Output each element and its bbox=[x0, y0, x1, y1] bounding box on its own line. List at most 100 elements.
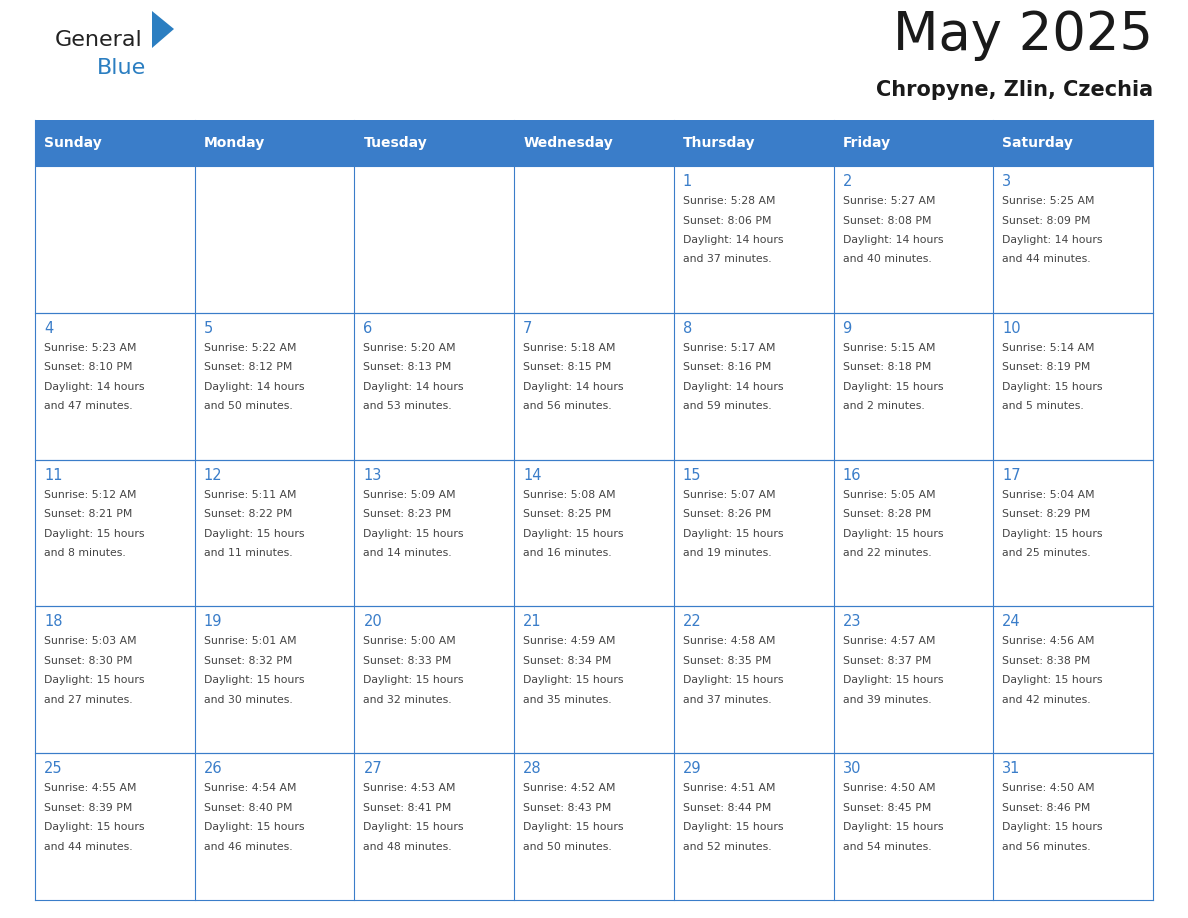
Text: and 54 minutes.: and 54 minutes. bbox=[842, 842, 931, 852]
Text: Sunset: 8:18 PM: Sunset: 8:18 PM bbox=[842, 363, 931, 373]
Bar bbox=[354, 166, 514, 313]
Text: and 44 minutes.: and 44 minutes. bbox=[1003, 254, 1091, 264]
Text: 24: 24 bbox=[1003, 614, 1020, 630]
Text: Sunset: 8:12 PM: Sunset: 8:12 PM bbox=[203, 363, 292, 373]
Text: Sunrise: 5:05 AM: Sunrise: 5:05 AM bbox=[842, 489, 935, 499]
Text: Daylight: 14 hours: Daylight: 14 hours bbox=[683, 382, 783, 392]
Text: Daylight: 15 hours: Daylight: 15 hours bbox=[364, 529, 465, 539]
Text: Sunset: 8:35 PM: Sunset: 8:35 PM bbox=[683, 655, 771, 666]
Text: and 56 minutes.: and 56 minutes. bbox=[1003, 842, 1091, 852]
Text: 15: 15 bbox=[683, 467, 701, 483]
Text: Sunrise: 5:22 AM: Sunrise: 5:22 AM bbox=[203, 342, 296, 353]
Text: Sunrise: 4:53 AM: Sunrise: 4:53 AM bbox=[364, 783, 456, 793]
Text: Sunset: 8:19 PM: Sunset: 8:19 PM bbox=[1003, 363, 1091, 373]
Text: and 47 minutes.: and 47 minutes. bbox=[44, 401, 133, 411]
Bar bbox=[195, 607, 354, 753]
Text: Daylight: 15 hours: Daylight: 15 hours bbox=[842, 382, 943, 392]
Text: 5: 5 bbox=[203, 320, 213, 336]
Text: Daylight: 15 hours: Daylight: 15 hours bbox=[203, 676, 304, 686]
Bar bbox=[834, 607, 993, 753]
Text: Tuesday: Tuesday bbox=[364, 136, 428, 150]
Text: Sunset: 8:23 PM: Sunset: 8:23 PM bbox=[364, 509, 451, 519]
Text: Sunset: 8:45 PM: Sunset: 8:45 PM bbox=[842, 802, 931, 812]
Text: 4: 4 bbox=[44, 320, 53, 336]
Text: and 59 minutes.: and 59 minutes. bbox=[683, 401, 771, 411]
Text: and 40 minutes.: and 40 minutes. bbox=[842, 254, 931, 264]
Bar bbox=[354, 607, 514, 753]
Text: Daylight: 15 hours: Daylight: 15 hours bbox=[44, 676, 145, 686]
Text: 27: 27 bbox=[364, 761, 383, 777]
Text: Daylight: 15 hours: Daylight: 15 hours bbox=[203, 823, 304, 833]
Bar bbox=[993, 460, 1154, 607]
Bar bbox=[195, 313, 354, 460]
Bar bbox=[195, 460, 354, 607]
Text: Sunrise: 5:23 AM: Sunrise: 5:23 AM bbox=[44, 342, 137, 353]
Text: 31: 31 bbox=[1003, 761, 1020, 777]
Text: Sunrise: 4:57 AM: Sunrise: 4:57 AM bbox=[842, 636, 935, 646]
Text: Daylight: 15 hours: Daylight: 15 hours bbox=[842, 823, 943, 833]
Bar bbox=[834, 460, 993, 607]
Text: Daylight: 14 hours: Daylight: 14 hours bbox=[1003, 235, 1102, 245]
Text: Sunrise: 5:08 AM: Sunrise: 5:08 AM bbox=[523, 489, 615, 499]
Bar bbox=[34, 166, 195, 313]
Text: 18: 18 bbox=[44, 614, 63, 630]
Text: Daylight: 15 hours: Daylight: 15 hours bbox=[842, 676, 943, 686]
Bar bbox=[34, 313, 195, 460]
Text: Sunrise: 5:25 AM: Sunrise: 5:25 AM bbox=[1003, 196, 1095, 206]
Bar bbox=[674, 313, 834, 460]
Text: Daylight: 14 hours: Daylight: 14 hours bbox=[44, 382, 145, 392]
Text: Sunrise: 4:58 AM: Sunrise: 4:58 AM bbox=[683, 636, 776, 646]
Text: 9: 9 bbox=[842, 320, 852, 336]
Text: Sunset: 8:32 PM: Sunset: 8:32 PM bbox=[203, 655, 292, 666]
Text: Sunset: 8:10 PM: Sunset: 8:10 PM bbox=[44, 363, 133, 373]
Text: Sunrise: 5:15 AM: Sunrise: 5:15 AM bbox=[842, 342, 935, 353]
Bar bbox=[195, 166, 354, 313]
Text: 20: 20 bbox=[364, 614, 383, 630]
Bar bbox=[354, 120, 514, 166]
Text: 23: 23 bbox=[842, 614, 861, 630]
Text: 12: 12 bbox=[203, 467, 222, 483]
Text: General: General bbox=[55, 30, 143, 50]
Text: Sunrise: 5:03 AM: Sunrise: 5:03 AM bbox=[44, 636, 137, 646]
Text: Sunset: 8:34 PM: Sunset: 8:34 PM bbox=[523, 655, 612, 666]
Text: 11: 11 bbox=[44, 467, 63, 483]
Text: Sunset: 8:33 PM: Sunset: 8:33 PM bbox=[364, 655, 451, 666]
Text: Sunset: 8:16 PM: Sunset: 8:16 PM bbox=[683, 363, 771, 373]
Text: Daylight: 15 hours: Daylight: 15 hours bbox=[203, 529, 304, 539]
Polygon shape bbox=[152, 11, 173, 48]
Text: Daylight: 15 hours: Daylight: 15 hours bbox=[523, 529, 624, 539]
Bar bbox=[354, 313, 514, 460]
Text: Daylight: 15 hours: Daylight: 15 hours bbox=[364, 823, 465, 833]
Text: 25: 25 bbox=[44, 761, 63, 777]
Text: and 37 minutes.: and 37 minutes. bbox=[683, 695, 771, 705]
Text: Daylight: 14 hours: Daylight: 14 hours bbox=[523, 382, 624, 392]
Text: and 22 minutes.: and 22 minutes. bbox=[842, 548, 931, 558]
Text: Sunrise: 4:55 AM: Sunrise: 4:55 AM bbox=[44, 783, 137, 793]
Text: 10: 10 bbox=[1003, 320, 1020, 336]
Text: 22: 22 bbox=[683, 614, 702, 630]
Text: and 53 minutes.: and 53 minutes. bbox=[364, 401, 453, 411]
Text: Sunrise: 5:00 AM: Sunrise: 5:00 AM bbox=[364, 636, 456, 646]
Text: and 30 minutes.: and 30 minutes. bbox=[203, 695, 292, 705]
Text: Sunset: 8:30 PM: Sunset: 8:30 PM bbox=[44, 655, 133, 666]
Text: Sunrise: 5:07 AM: Sunrise: 5:07 AM bbox=[683, 489, 776, 499]
Text: Daylight: 15 hours: Daylight: 15 hours bbox=[523, 676, 624, 686]
Text: and 56 minutes.: and 56 minutes. bbox=[523, 401, 612, 411]
Text: Sunrise: 5:14 AM: Sunrise: 5:14 AM bbox=[1003, 342, 1095, 353]
Text: and 2 minutes.: and 2 minutes. bbox=[842, 401, 924, 411]
Text: 17: 17 bbox=[1003, 467, 1020, 483]
Text: Sunrise: 4:56 AM: Sunrise: 4:56 AM bbox=[1003, 636, 1095, 646]
Bar bbox=[674, 753, 834, 900]
Text: Daylight: 15 hours: Daylight: 15 hours bbox=[44, 529, 145, 539]
Text: Monday: Monday bbox=[203, 136, 265, 150]
Text: Sunset: 8:09 PM: Sunset: 8:09 PM bbox=[1003, 216, 1091, 226]
Text: Sunset: 8:22 PM: Sunset: 8:22 PM bbox=[203, 509, 292, 519]
Bar bbox=[674, 607, 834, 753]
Text: Daylight: 14 hours: Daylight: 14 hours bbox=[203, 382, 304, 392]
Text: Daylight: 14 hours: Daylight: 14 hours bbox=[683, 235, 783, 245]
Text: Daylight: 15 hours: Daylight: 15 hours bbox=[1003, 529, 1102, 539]
Text: and 52 minutes.: and 52 minutes. bbox=[683, 842, 771, 852]
Text: Sunrise: 5:18 AM: Sunrise: 5:18 AM bbox=[523, 342, 615, 353]
Text: 3: 3 bbox=[1003, 174, 1011, 189]
Text: 13: 13 bbox=[364, 467, 381, 483]
